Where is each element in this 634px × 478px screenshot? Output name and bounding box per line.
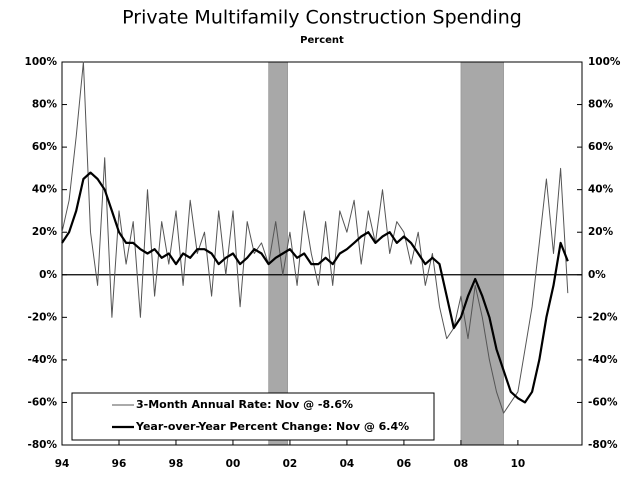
recession-band (460, 61, 504, 446)
x-tick-label: 96 (112, 458, 127, 470)
y2-tick-label: 80% (588, 99, 614, 111)
y-tick-label: 40% (32, 184, 58, 196)
y-tick-label: 100% (25, 56, 58, 68)
y-tick-label: 20% (32, 226, 58, 238)
legend-label: Year-over-Year Percent Change: Nov @ 6.4… (135, 420, 409, 433)
x-tick-label: 06 (397, 458, 412, 470)
plot-frame (61, 61, 583, 446)
y-tick-label: 0% (39, 269, 57, 281)
y-tick-label: 80% (32, 99, 58, 111)
series-line (61, 61, 569, 414)
y2-tick-label: 40% (588, 184, 614, 196)
y2-tick-label: 0% (588, 269, 606, 281)
y2-tick-label: -80% (588, 439, 618, 451)
legend-label: 3-Month Annual Rate: Nov @ -8.6% (136, 398, 353, 411)
x-tick-label: 00 (226, 458, 241, 470)
y-tick-label: -60% (28, 396, 58, 408)
y-tick-label: -80% (28, 439, 58, 451)
y2-tick-label: -40% (588, 354, 618, 366)
y2-tick-label: -60% (588, 396, 618, 408)
y-tick-label: -40% (28, 354, 58, 366)
x-tick-label: 10 (511, 458, 526, 470)
legend-box (71, 392, 435, 441)
y2-tick-label: 20% (588, 226, 614, 238)
x-tick-label: 04 (340, 458, 355, 470)
y-tick-label: 60% (32, 141, 58, 153)
chart-subtitle: Percent (300, 35, 344, 46)
chart-title: Private Multifamily Construction Spendin… (122, 7, 522, 29)
x-tick-label: 08 (454, 458, 469, 470)
y2-tick-label: 60% (588, 141, 614, 153)
y2-tick-label: 100% (588, 56, 621, 68)
x-tick-label: 94 (55, 458, 70, 470)
x-tick-label: 98 (169, 458, 184, 470)
x-tick-label: 02 (283, 458, 298, 470)
series-line (61, 171, 569, 404)
y-tick-label: -20% (28, 311, 58, 323)
y2-tick-label: -20% (588, 311, 618, 323)
